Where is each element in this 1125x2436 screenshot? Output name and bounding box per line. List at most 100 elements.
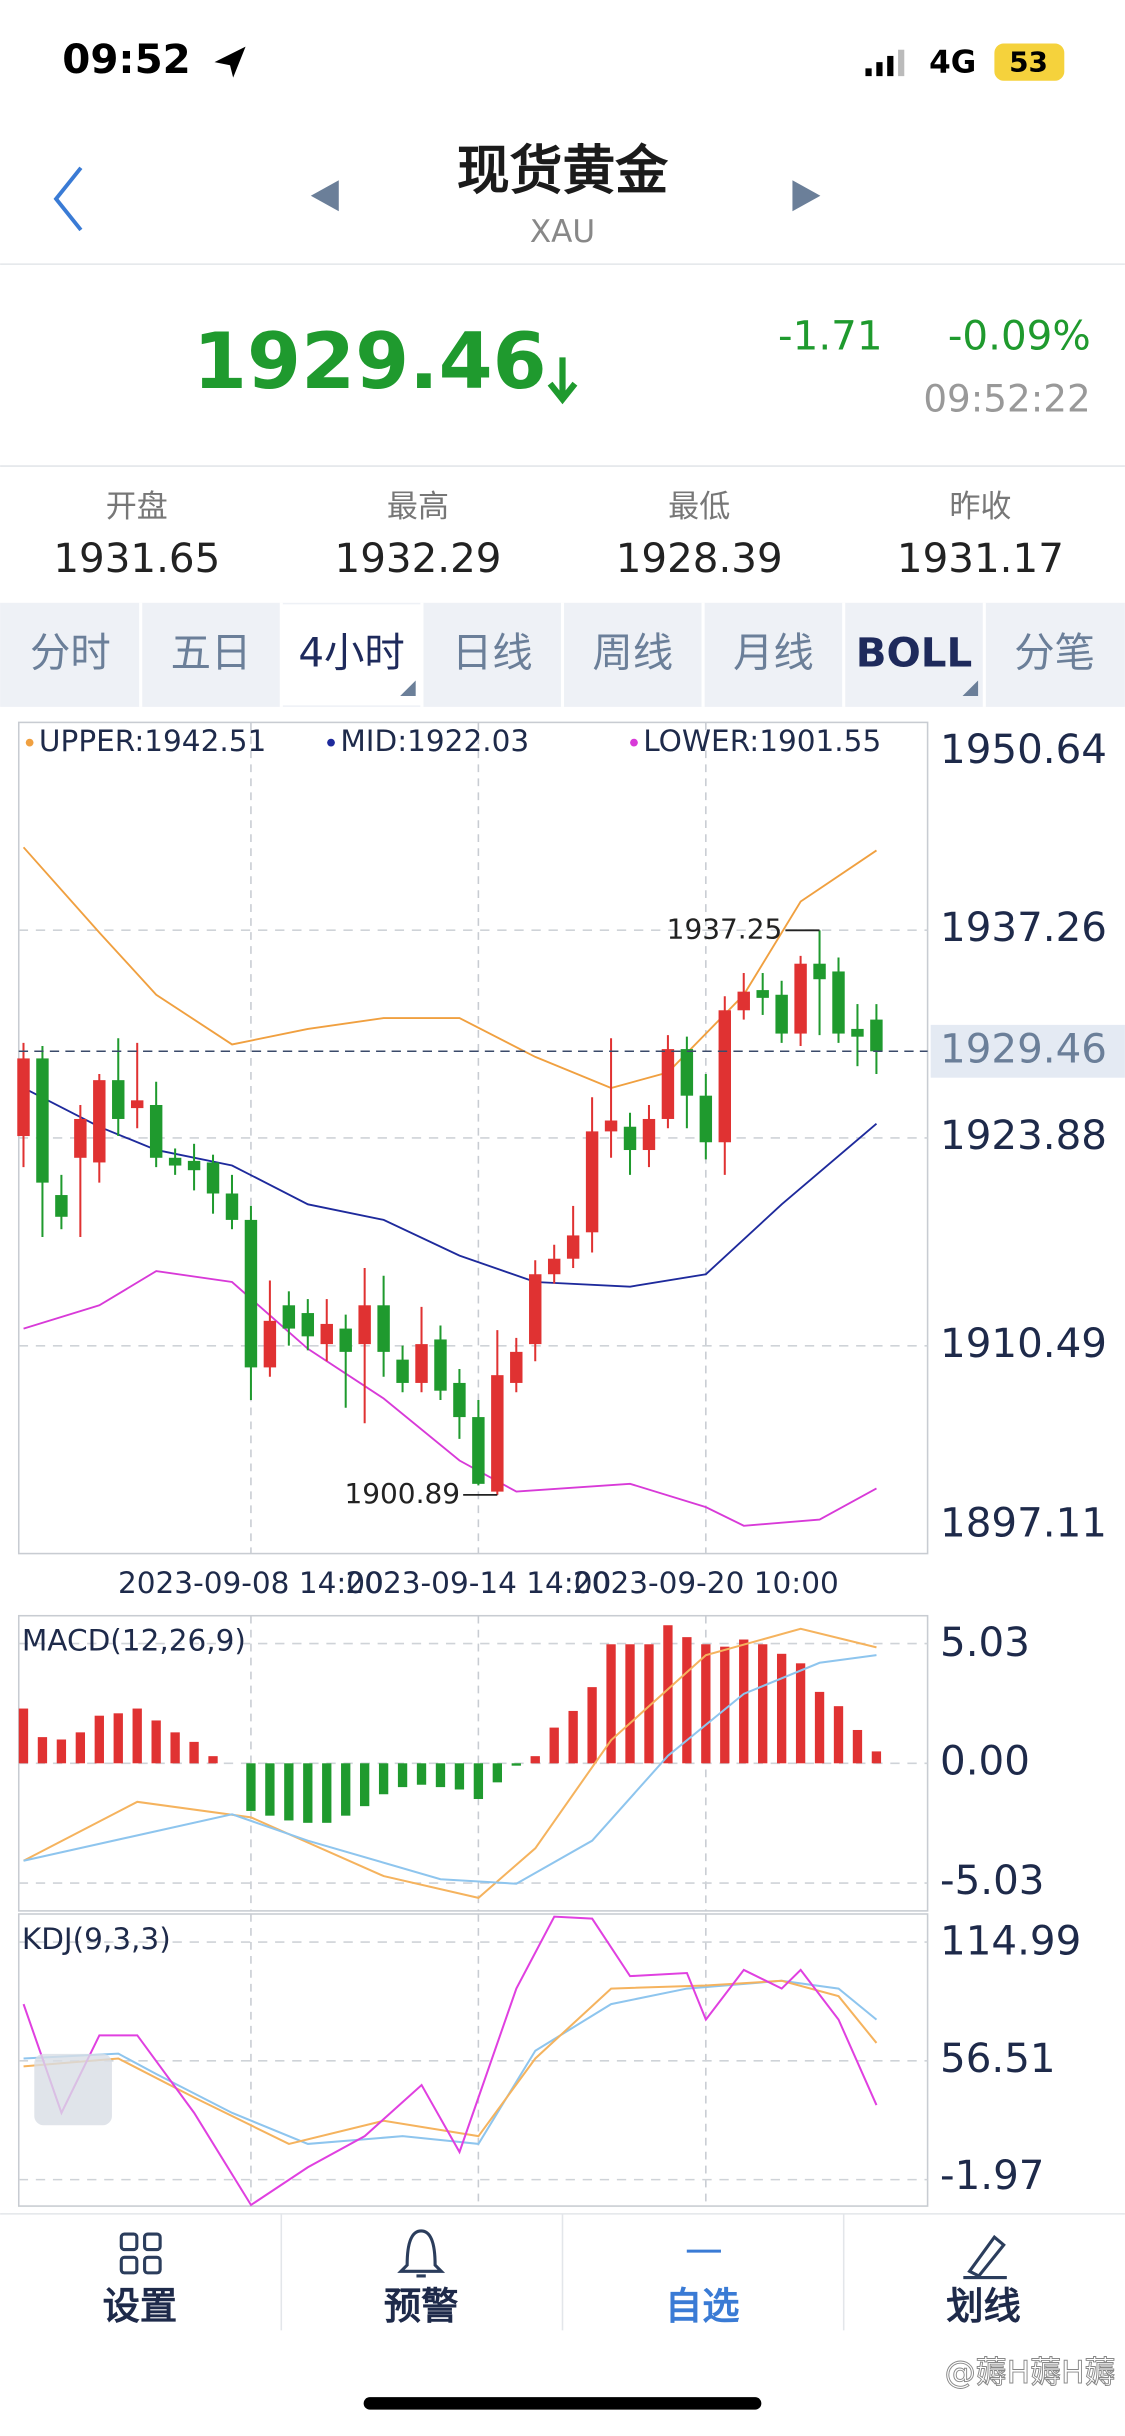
subtitle: XAU (530, 214, 595, 250)
macd-bar (852, 1729, 863, 1764)
candle-body (813, 963, 826, 980)
watermark: @薅H薅H薅 (945, 2355, 1116, 2391)
nav-label[interactable]: 划线 (946, 2284, 1021, 2328)
candle-body (832, 971, 845, 1034)
stat-value: 1931.65 (53, 535, 220, 582)
macd-bar (435, 1763, 446, 1788)
y-tick-label: 0.00 (940, 1737, 1030, 1784)
macd-bar (341, 1763, 351, 1816)
legend-dot (327, 738, 335, 747)
change-percent: -0.09% (948, 313, 1091, 360)
candle-body (168, 1157, 182, 1166)
tab[interactable]: 五日 (171, 630, 252, 677)
indicator-line (23, 1654, 877, 1885)
macd-bar (549, 1727, 559, 1764)
change: -1.71 (778, 313, 882, 360)
macd-bar (113, 1713, 123, 1764)
toggle-button[interactable] (34, 2053, 112, 2126)
x-tick-label: 2023-09-14 14:00 (345, 1566, 611, 1600)
candle-body (547, 1258, 561, 1275)
candle-body (187, 1160, 201, 1171)
macd-bar (492, 1763, 502, 1783)
candle-body (434, 1339, 447, 1391)
candle-body (566, 1235, 580, 1259)
macd-bar (701, 1644, 711, 1764)
y-tick-label: 1937.26 (940, 904, 1107, 951)
macd-bar (530, 1756, 540, 1764)
band-line (23, 1270, 877, 1527)
candle-body (718, 1010, 731, 1143)
y-tick-label: 56.51 (940, 2035, 1056, 2082)
legend-label: MID:1922.03 (340, 724, 529, 758)
last-price-label: 1929.46 (940, 1025, 1107, 1072)
candle-body (737, 991, 750, 1011)
macd-bar (644, 1644, 654, 1764)
candle-body (282, 1305, 296, 1329)
nav-label[interactable]: 自选 (665, 2284, 740, 2328)
y-tick-label: 1910.49 (940, 1320, 1107, 1367)
tab[interactable]: 月线 (733, 630, 814, 677)
y-tick-label: -1.97 (940, 2152, 1044, 2199)
dropdown-corner (962, 680, 979, 696)
stat-label: 开盘 (106, 489, 168, 525)
candle-body (661, 1049, 675, 1119)
candle-body (301, 1313, 315, 1337)
y-tick-label: 114.99 (940, 1918, 1081, 1965)
title: 现货黄金 (457, 141, 668, 202)
settings-icon[interactable] (119, 2232, 162, 2275)
tab[interactable]: 4小时 (298, 630, 404, 677)
macd-bar (37, 1737, 48, 1764)
macd-bar (170, 1732, 180, 1764)
nav-label[interactable]: 预警 (384, 2284, 459, 2328)
stat-label: 最高 (387, 489, 449, 525)
band-line (23, 1087, 878, 1288)
candle-body (244, 1219, 258, 1368)
macd-bar (132, 1708, 142, 1764)
macd-bar (758, 1644, 768, 1764)
battery (994, 43, 1065, 81)
prev-button[interactable] (310, 180, 339, 212)
macd-bar (720, 1646, 730, 1764)
macd-bar (378, 1763, 389, 1795)
alert-icon[interactable] (397, 2229, 446, 2278)
nav-label[interactable]: 设置 (103, 2284, 178, 2328)
macd-bar (56, 1739, 67, 1764)
candle-body (604, 1120, 618, 1132)
macd-bar (18, 1708, 29, 1764)
macd-bar (265, 1763, 275, 1816)
macd-bar (739, 1639, 749, 1764)
candle-body (320, 1323, 333, 1345)
y-tick-label: 1897.11 (940, 1500, 1107, 1547)
signal-icon (865, 49, 905, 77)
indicator-line (23, 1627, 877, 1899)
candle-body (377, 1305, 390, 1352)
candle-body (36, 1058, 49, 1183)
home-indicator (363, 2397, 762, 2410)
candle-body (510, 1351, 523, 1383)
network: 4G (929, 45, 976, 81)
macd-bar (246, 1763, 256, 1811)
tab[interactable]: 分笔 (1014, 630, 1095, 677)
indicator-line (22, 1915, 878, 2207)
macd-bar (606, 1644, 616, 1764)
annotation-label: 1937.25 (667, 912, 783, 945)
macd-bar (303, 1763, 313, 1823)
stat-value: 1932.29 (335, 535, 502, 582)
macd-bar (663, 1625, 673, 1764)
candle-body (680, 1049, 694, 1096)
tab[interactable]: BOLL (856, 630, 973, 677)
panel-title: MACD(12,26,9) (22, 1624, 246, 1658)
tab[interactable]: 日线 (452, 630, 533, 677)
macd-bar (795, 1663, 806, 1764)
next-button[interactable] (792, 180, 821, 212)
macd-bar (814, 1691, 825, 1764)
y-tick-label: -5.03 (940, 1857, 1044, 1904)
tab[interactable]: 分时 (30, 630, 111, 677)
candle-body (775, 994, 788, 1034)
draw-icon[interactable] (963, 2234, 1007, 2280)
candle-body (472, 1417, 485, 1484)
tab[interactable]: 周线 (592, 630, 673, 677)
back-button[interactable] (53, 166, 83, 232)
